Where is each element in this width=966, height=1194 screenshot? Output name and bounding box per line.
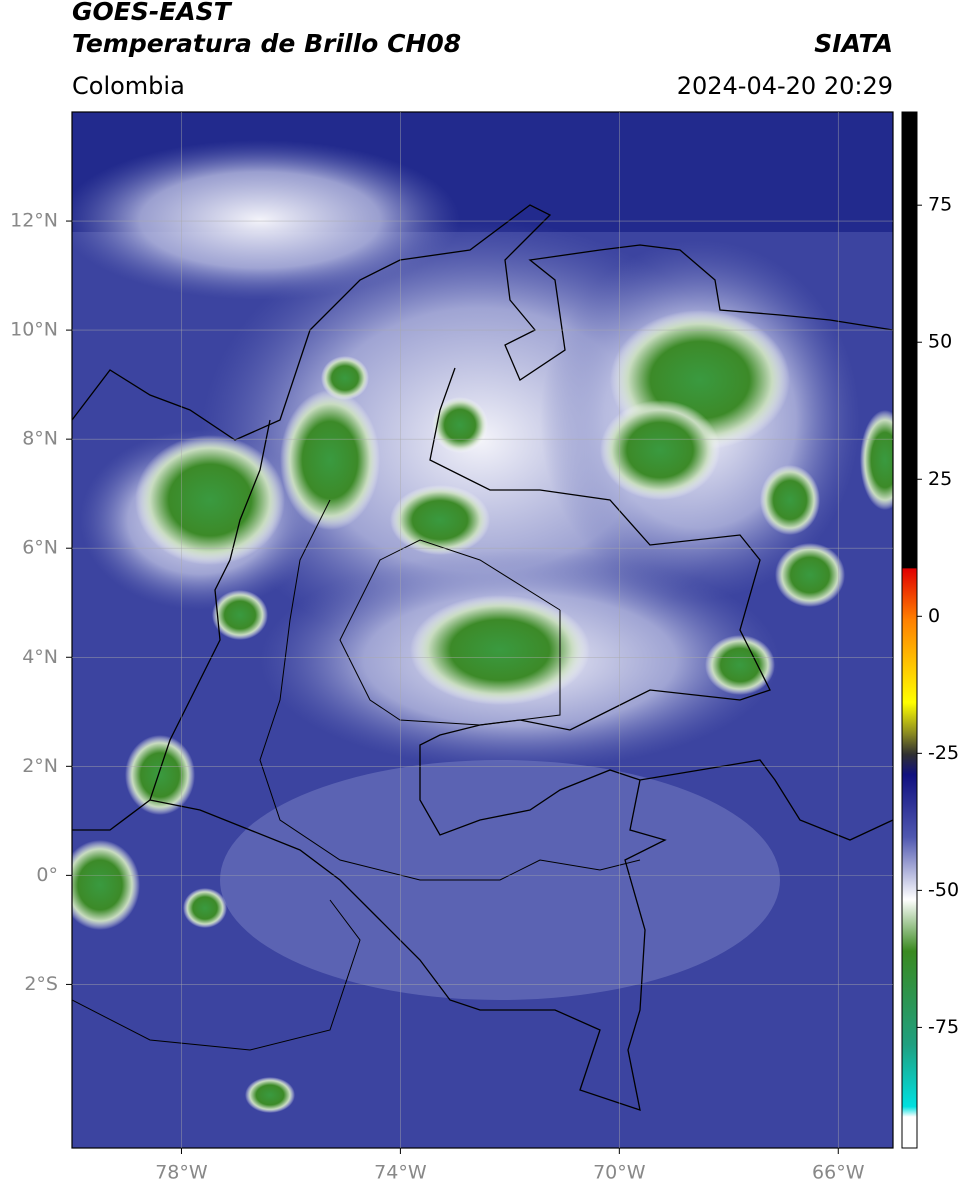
lon-tick-label: 78°W bbox=[155, 1162, 208, 1184]
colorbar-tick-label: 25 bbox=[928, 468, 952, 490]
lon-tick-label: 70°W bbox=[593, 1162, 646, 1184]
lat-tick-label: 8°N bbox=[22, 428, 58, 450]
source: SIATA bbox=[814, 29, 893, 58]
region: Colombia bbox=[72, 72, 185, 100]
map-frame bbox=[71, 111, 894, 1149]
satellite-image bbox=[72, 112, 893, 1148]
lat-tick-label: 12°N bbox=[10, 210, 58, 232]
lat-tick-label: 4°N bbox=[22, 646, 58, 668]
lat-tick-label: 2°N bbox=[22, 755, 58, 777]
datetime: 2024-04-20 20:29 bbox=[677, 72, 893, 100]
colorbar-tick-label: 75 bbox=[928, 194, 952, 216]
lon-tick-label: 66°W bbox=[812, 1162, 865, 1184]
colorbar bbox=[902, 112, 917, 1148]
colorbar-tick-label: 0 bbox=[928, 605, 940, 627]
colorbar-tick-label: -25 bbox=[928, 742, 959, 764]
lat-tick-label: 6°N bbox=[22, 537, 58, 559]
colorbar-tick-label: -75 bbox=[928, 1016, 959, 1038]
satellite: GOES-EAST bbox=[72, 0, 233, 26]
colorbar-frame bbox=[901, 111, 918, 1149]
lat-tick-label: 0° bbox=[36, 864, 58, 886]
product: Temperatura de Brillo CH08 bbox=[72, 29, 461, 58]
lat-tick-label: 10°N bbox=[10, 319, 58, 341]
colorbar-tick-label: 50 bbox=[928, 331, 952, 353]
colorbar-tick-label: -50 bbox=[928, 879, 959, 901]
lat-tick-label: 2°S bbox=[24, 973, 58, 995]
lon-tick-label: 74°W bbox=[374, 1162, 427, 1184]
